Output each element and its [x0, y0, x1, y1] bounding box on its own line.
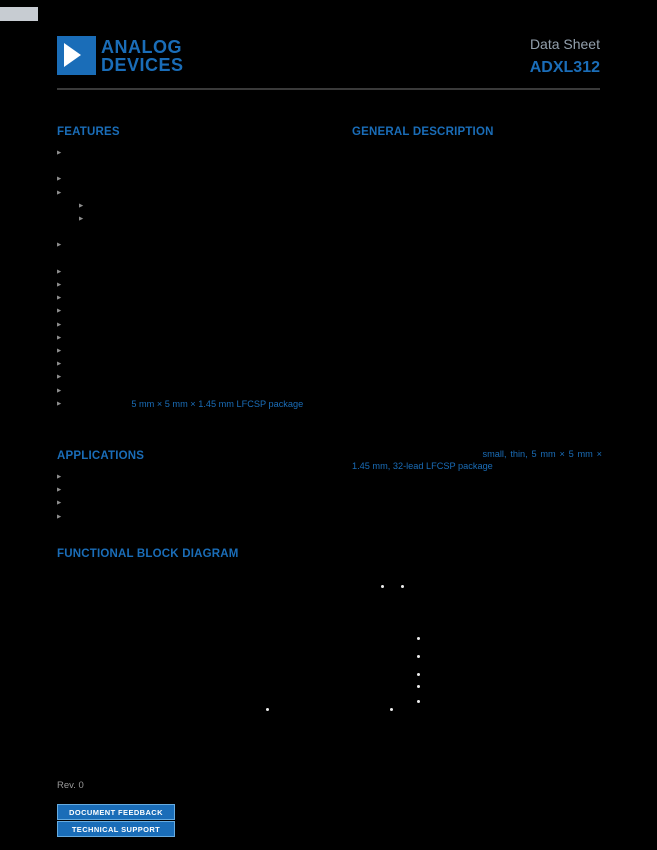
- description-paragraph: The ADXL312 is well suited for use in au…: [352, 215, 602, 275]
- package-link[interactable]: 5 mm × 5 mm × 1.45 mm LFCSP package: [131, 398, 304, 409]
- feature-item: 10,000 g shock survival: [57, 371, 335, 384]
- general-description-section: GENERAL DESCRIPTION The ADXL312 is a sma…: [352, 126, 602, 478]
- package-description-link[interactable]: small, thin, 5 mm × 5 mm × 1.45 mm, 32-l…: [352, 448, 602, 471]
- block-sense-electronics: SENSE ELECTRONICS: [162, 617, 247, 677]
- features-title: FEATURES: [57, 126, 120, 138]
- application-item: Car alarms: [57, 471, 335, 484]
- feature-item: Bandwidth selectable via serial command: [57, 345, 335, 358]
- block-adc: ADC: [252, 617, 297, 677]
- technical-support-button[interactable]: TECHNICAL SUPPORT: [57, 821, 175, 837]
- application-item: Electronic parking brake: [57, 497, 335, 510]
- application-item: Hill start aid: [57, 484, 335, 497]
- junction-dot: [401, 585, 404, 588]
- feature-item-label: User-selectable resolution: [68, 187, 175, 198]
- junction-dot: [417, 655, 420, 658]
- feature-item: Wide temperature range (−40°C to +105°C): [57, 358, 335, 371]
- description-paragraph: Low power modes enable intelligent motio…: [352, 405, 602, 441]
- analog-devices-logo: ANALOG DEVICES: [57, 36, 184, 75]
- feature-item: Activity/inactivity monitoring: [57, 266, 335, 279]
- company-address: One Technology Way, P.O. Box 9106, Norwo…: [462, 795, 596, 818]
- junction-dot: [417, 637, 420, 640]
- junction-dot: [266, 708, 269, 711]
- junction-dot: [381, 585, 384, 588]
- diagram-caption: Figure 1.: [315, 759, 342, 766]
- feature-item: Ultralow power: as low as 55 µA in measu…: [57, 147, 335, 173]
- features-list: Ultralow power: as low as 55 µA in measu…: [57, 147, 335, 411]
- feature-subitem: Full resolution, where resolution increa…: [79, 213, 335, 239]
- feature-item: Measurement ranges selectable via serial…: [57, 332, 335, 345]
- junction-dot: [417, 673, 420, 676]
- analog-devices-logo-text: ANALOG DEVICES: [101, 38, 184, 74]
- logo-line-analog: ANALOG: [101, 36, 182, 57]
- features-section: FEATURES Ultralow power: as low as 55 µA…: [57, 126, 335, 411]
- block-serial-io: SERIAL I/O: [477, 617, 537, 677]
- top-left-viewer-artifact: [0, 7, 38, 21]
- feature-item: Pb free/RoHS compliant: [57, 385, 335, 398]
- doc-type-label: Data Sheet: [529, 36, 600, 52]
- feature-item: User-selectable resolution Fixed 10-bit …: [57, 187, 335, 240]
- block-control-interrupt-logic: CONTROL AND INTERRUPT LOGIC: [372, 642, 467, 697]
- revision-label: Rev. 0: [57, 780, 84, 791]
- package-feature-prefix: Small and thin:: [68, 398, 132, 409]
- legal-notice: Information furnished by Analog Devices …: [190, 795, 455, 840]
- feature-item: Flexible interrupt modes mappable to eit…: [57, 319, 335, 332]
- document-feedback-button[interactable]: DOCUMENT FEEDBACK: [57, 804, 175, 820]
- feature-item: SPI (3- and 4-wire) and I²C digital inte…: [57, 305, 335, 318]
- analog-devices-logo-icon: [57, 36, 96, 75]
- closing-suffix: .: [492, 460, 496, 471]
- description-closing-paragraph: The ADXL312 is supplied in a small, thin…: [352, 448, 602, 473]
- diagram-pin-labels: VS VDD I/O GND CS INT1 INT2 SDA/SDI/SDIO…: [220, 746, 437, 752]
- feature-item: Supply voltage range: 2.0 V to 3.6 V: [57, 279, 335, 292]
- junction-dot: [417, 700, 420, 703]
- applications-title: APPLICATIONS: [57, 450, 145, 462]
- closing-prefix: The ADXL312 is supplied in a: [352, 448, 483, 459]
- description-paragraph: An integrated memory management system w…: [352, 350, 602, 398]
- features-sublist: Fixed 10-bit resolution Full resolution,…: [68, 200, 335, 240]
- block-3-axis-sensor: 3-AXIS SENSOR: [72, 617, 157, 677]
- functional-block-diagram-title: FUNCTIONAL BLOCK DIAGRAM: [57, 548, 239, 560]
- header-right: Data Sheet ADXL312: [530, 36, 600, 77]
- feature-item: Power consumption scales automatically w…: [57, 173, 335, 186]
- applications-section: APPLICATIONS Car alarms Hill start aid E…: [57, 450, 335, 524]
- feature-item-package: Small and thin: 5 mm × 5 mm × 1.45 mm LF…: [57, 398, 335, 411]
- feature-subitem: Fixed 10-bit resolution: [79, 200, 335, 213]
- applications-list: Car alarms Hill start aid Electronic par…: [57, 471, 335, 524]
- block-fifo: FIFO: [372, 602, 432, 630]
- part-number: ADXL312: [529, 59, 600, 76]
- logo-line-devices: DEVICES: [101, 54, 184, 75]
- junction-dot: [390, 708, 393, 711]
- description-paragraph: Several special sensing functions are pr…: [352, 282, 602, 343]
- description-paragraph: The ADXL312 is a small, thin, low power,…: [352, 148, 602, 208]
- block-digital-filter: DIGITAL FILTER: [302, 617, 362, 677]
- feature-item: I/O voltage range: 1.7 V to VS: [57, 292, 335, 305]
- block-power-management: POWER MANAGEMENT: [267, 574, 387, 590]
- functional-block-diagram: POWER MANAGEMENT 3-AXIS SENSOR SENSE ELE…: [57, 572, 600, 768]
- feature-item: Embedded, patent pending FIFO technology…: [57, 239, 335, 265]
- junction-dot: [417, 685, 420, 688]
- header-divider: [57, 88, 600, 90]
- application-item: Crash detection: [57, 511, 335, 524]
- general-description-title: GENERAL DESCRIPTION: [352, 126, 494, 138]
